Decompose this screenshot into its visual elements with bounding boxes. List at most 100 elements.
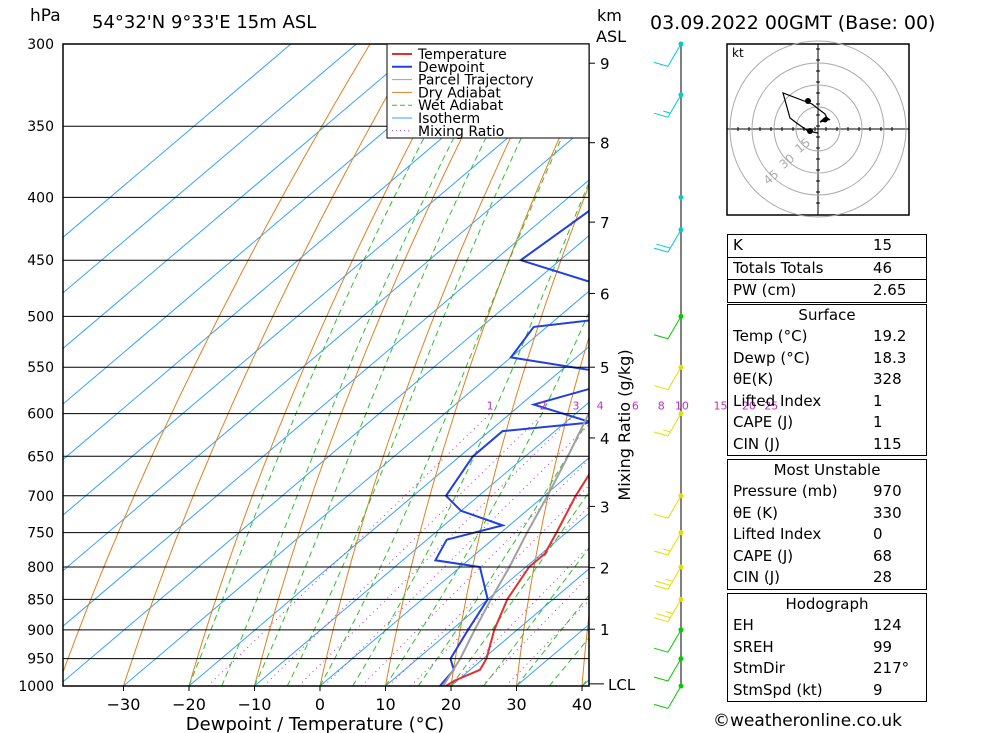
location-label: 54°32'N 9°33'E 15m ASL bbox=[92, 12, 317, 33]
mixing-ratio-label: 25 bbox=[764, 400, 778, 413]
panel-row: StmSpd (kt) 9 bbox=[728, 680, 926, 702]
row-value: 99 bbox=[873, 637, 893, 656]
wind-barb bbox=[653, 411, 684, 437]
wind-barb bbox=[653, 227, 684, 253]
row-label: EH bbox=[733, 616, 754, 634]
row-value: 68 bbox=[873, 546, 893, 565]
legend-label: Temperature bbox=[417, 47, 507, 63]
temp-tick-label: 40 bbox=[572, 695, 592, 714]
legend-label: Isotherm bbox=[418, 111, 480, 127]
x-axis-label: Dewpoint / Temperature (°C) bbox=[186, 714, 444, 733]
dry-adiabat-line bbox=[962, 44, 1000, 686]
asl-label: ASL bbox=[596, 27, 627, 46]
km-tick-label: 4 bbox=[600, 430, 610, 448]
isotherm-line bbox=[63, 44, 358, 294]
km-tick-label: 1 bbox=[600, 621, 610, 639]
row-label: CIN (J) bbox=[733, 568, 781, 586]
row-value: 28 bbox=[873, 568, 893, 586]
pressure-tick-label: 600 bbox=[27, 407, 54, 423]
row-value: 9 bbox=[873, 680, 883, 699]
pressure-tick-label: 450 bbox=[27, 253, 54, 269]
row-label: θE(K) bbox=[733, 370, 774, 388]
isotherm-line bbox=[63, 44, 292, 238]
km-unit: km bbox=[597, 6, 622, 25]
pressure-tick-label: 750 bbox=[27, 526, 54, 542]
wind-barb bbox=[678, 194, 684, 200]
row-label: Totals Totals bbox=[733, 258, 824, 277]
km-tick-label: 7 bbox=[600, 214, 610, 232]
row-label: CIN (J) bbox=[733, 434, 781, 453]
panel-row: K 15 bbox=[728, 235, 926, 257]
km-tick-label: 2 bbox=[600, 560, 610, 578]
isotherm-line bbox=[319, 457, 589, 686]
mixing-ratio-line bbox=[298, 413, 577, 686]
isotherm-line bbox=[385, 512, 589, 686]
dry-adiabat-line bbox=[188, 44, 464, 686]
temp-tick-label: −30 bbox=[107, 695, 141, 714]
mixing-ratio-label: 8 bbox=[658, 400, 665, 413]
panel-row: Totals Totals 46 bbox=[728, 256, 926, 280]
hodograph-point bbox=[807, 128, 813, 134]
panel-title: Surface bbox=[798, 306, 856, 324]
series-parcel-trajectory bbox=[442, 410, 589, 686]
wind-barb bbox=[653, 530, 684, 556]
pressure-tick-label: 850 bbox=[27, 592, 54, 608]
wind-barb bbox=[653, 564, 684, 590]
row-label: Pressure (mb) bbox=[733, 482, 838, 500]
row-label: K bbox=[733, 236, 743, 254]
wet-adiabat-line bbox=[483, 547, 589, 686]
km-tick-label: 3 bbox=[600, 498, 610, 516]
panel-row: Temp (°C) 19.2 bbox=[728, 326, 926, 348]
indices-panel: K 15 Totals Totals 46 PW (cm) 2.65 bbox=[727, 234, 927, 303]
wet-adiabat-line bbox=[286, 44, 568, 686]
panel-row: EH 124 bbox=[728, 615, 926, 637]
pressure-tick-label: 800 bbox=[27, 560, 54, 576]
km-tick-label: 8 bbox=[600, 135, 610, 153]
pressure-tick-label: 500 bbox=[27, 309, 54, 325]
pressure-tick-label: 300 bbox=[27, 37, 54, 53]
row-label: PW (cm) bbox=[733, 281, 797, 299]
wet-adiabat-line bbox=[221, 44, 503, 686]
row-value: 970 bbox=[873, 482, 902, 500]
row-label: Temp (°C) bbox=[733, 327, 808, 345]
pressure-tick-label: 900 bbox=[27, 623, 54, 639]
wind-barb bbox=[653, 683, 684, 709]
most-unstable-panel: Most Unstable Pressure (mb) 970 θE (K) 330 Li… bbox=[727, 459, 927, 590]
km-tick-label: 9 bbox=[600, 55, 610, 73]
pressure-tick-label: 400 bbox=[27, 190, 54, 206]
isotherm-line bbox=[450, 568, 589, 686]
row-value: 18.3 bbox=[873, 348, 907, 367]
pressure-tick-label: 1000 bbox=[18, 679, 54, 695]
wind-barb bbox=[653, 656, 684, 682]
wet-adiabat-line bbox=[254, 44, 534, 686]
wind-barb bbox=[653, 41, 684, 67]
wind-barb bbox=[653, 627, 684, 653]
hodograph-point bbox=[805, 98, 811, 104]
panel-row: θE(K) 328 bbox=[728, 369, 926, 391]
legend-label: Mixing Ratio bbox=[418, 124, 504, 140]
temp-tick-label: 10 bbox=[375, 695, 395, 714]
panel-row: θE (K) 330 bbox=[728, 503, 926, 525]
row-value: 124 bbox=[873, 616, 902, 634]
datetime-label: 03.09.2022 00GMT (Base: 00) bbox=[650, 12, 936, 34]
mixing-ratio-line bbox=[361, 458, 589, 686]
row-label: CAPE (J) bbox=[733, 546, 794, 565]
wind-barb bbox=[653, 493, 684, 519]
wind-barb bbox=[653, 92, 684, 118]
row-label: Lifted Index bbox=[733, 391, 822, 410]
isotherm-line bbox=[63, 179, 589, 627]
pressure-tick-label: 650 bbox=[27, 449, 54, 465]
row-value: 1 bbox=[873, 391, 883, 410]
wind-barb bbox=[653, 364, 684, 391]
mixing-ratio-label: 10 bbox=[675, 400, 689, 413]
mixing-ratio-label: 20 bbox=[742, 400, 756, 413]
pressure-tick-label: 350 bbox=[27, 119, 54, 135]
series-dewpoint bbox=[433, 209, 589, 686]
panel-row: Lifted Index 1 bbox=[728, 391, 926, 413]
legend-label: Wet Adiabat bbox=[418, 98, 504, 114]
temp-tick-label: −10 bbox=[238, 695, 272, 714]
legend-label: Dewpoint bbox=[418, 60, 485, 76]
row-value: 19.2 bbox=[873, 327, 907, 345]
km-tick-label: 6 bbox=[600, 286, 610, 304]
